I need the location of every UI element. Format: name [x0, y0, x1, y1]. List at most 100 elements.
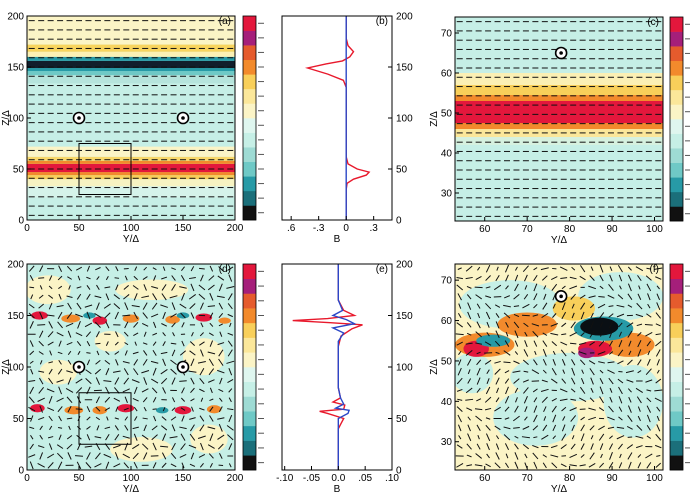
vector-arrow [75, 378, 83, 384]
y-tick-label: 100 [7, 114, 24, 125]
vector-arrow [646, 358, 651, 366]
vector-arrow [618, 331, 622, 337]
vector-arrow [570, 321, 576, 329]
vector-arrow [456, 462, 464, 468]
vector-arrow [199, 463, 204, 468]
vector-arrow [467, 369, 471, 375]
vector-arrow [590, 387, 594, 393]
vector-arrow [227, 434, 234, 441]
vector-arrow [46, 314, 55, 317]
vector-arrow [580, 424, 585, 432]
vector-arrow [171, 349, 176, 357]
vector-arrow [466, 332, 472, 336]
vector-arrow [76, 341, 82, 347]
vector-arrow [48, 395, 53, 404]
vector-arrow [67, 359, 72, 365]
vector-arrow [656, 455, 661, 457]
vector-arrow [513, 313, 520, 318]
vector-arrow [514, 340, 519, 347]
colorbar-swatch [670, 322, 683, 338]
vector-arrow [209, 398, 214, 402]
vector-arrow [133, 368, 139, 376]
vector-arrow [58, 265, 63, 272]
vector-arrow [151, 434, 158, 441]
panel-a: 0 50 100 150 200 0 50 100 150 200 Y/Δ Z/Δ (a) [1, 12, 264, 245]
vector-arrow [533, 267, 538, 271]
vector-arrow [523, 322, 529, 328]
colorbar-swatch [670, 352, 683, 368]
vector-arrow [170, 342, 177, 345]
vector-arrow [47, 331, 54, 338]
vector-arrow [179, 454, 187, 458]
y-tick-label: 200 [396, 260, 413, 271]
vector-arrow [86, 293, 91, 300]
vector-arrow [95, 360, 101, 365]
vector-arrow [571, 351, 576, 355]
vector-arrow [551, 397, 557, 402]
vector-arrow [514, 266, 518, 271]
vector-arrow [619, 285, 622, 290]
vector-arrow [191, 406, 194, 412]
vector-arrow [599, 462, 605, 468]
vector-arrow [571, 312, 575, 319]
vector-arrow [458, 424, 462, 432]
vector-arrow [217, 417, 225, 420]
vector-arrow [655, 433, 662, 441]
vector-arrow [608, 283, 614, 291]
colorbar-swatch [243, 293, 256, 309]
vector-arrow [141, 443, 149, 450]
vector-arrow [523, 396, 528, 404]
vector-arrow [219, 331, 223, 337]
vector-arrow [589, 452, 595, 460]
vector-arrow [550, 332, 559, 336]
colorbar-swatch [243, 264, 256, 280]
vector-arrow [456, 284, 464, 291]
vector-arrow [227, 303, 233, 310]
x-axis-label: Y/Δ [123, 234, 139, 245]
vector-arrow [608, 351, 614, 355]
vector-arrow [505, 453, 509, 459]
vector-arrow [654, 397, 662, 402]
vector-arrow [494, 462, 501, 469]
colorbar-swatch [670, 162, 683, 178]
vector-arrow [504, 378, 510, 384]
vector-arrow [599, 377, 604, 385]
vector-arrow [30, 415, 34, 422]
vector-arrow [200, 442, 204, 451]
vector-arrow [76, 461, 82, 470]
vector-arrow [199, 341, 205, 346]
vector-arrow [152, 341, 157, 346]
y-tick-label: 150 [396, 63, 413, 74]
vector-arrow [95, 452, 101, 460]
heatmap-band [455, 123, 663, 129]
vector-arrow [189, 350, 196, 356]
vector-arrow [76, 302, 82, 310]
colorbar-swatch [670, 46, 683, 62]
vector-arrow [131, 305, 140, 308]
vector-arrow [646, 462, 652, 469]
vector-arrow [532, 314, 539, 317]
colorbar-swatch [670, 396, 683, 412]
colorbar-swatch [670, 31, 683, 47]
vector-arrow [75, 455, 83, 457]
vector-arrow [533, 293, 538, 301]
vector-arrow [466, 322, 472, 328]
vector-arrow [152, 332, 158, 336]
x-axis-label: Y/Δ [123, 484, 139, 495]
vector-arrow [542, 369, 547, 374]
colorbar-swatch [670, 60, 683, 76]
vector-arrow [626, 322, 634, 328]
heatmap-blob [27, 275, 71, 305]
vector-arrow [162, 341, 166, 347]
vector-arrow [521, 436, 530, 439]
vector-arrow [495, 377, 500, 385]
vector-arrow [599, 443, 604, 450]
vector-arrow [637, 370, 642, 374]
vector-arrow [486, 369, 490, 374]
vector-arrow [171, 284, 176, 291]
vector-arrow [514, 452, 519, 460]
vector-arrow [569, 285, 578, 290]
vector-arrow [151, 313, 159, 318]
vector-arrow [486, 321, 490, 328]
vector-arrow [655, 312, 661, 319]
